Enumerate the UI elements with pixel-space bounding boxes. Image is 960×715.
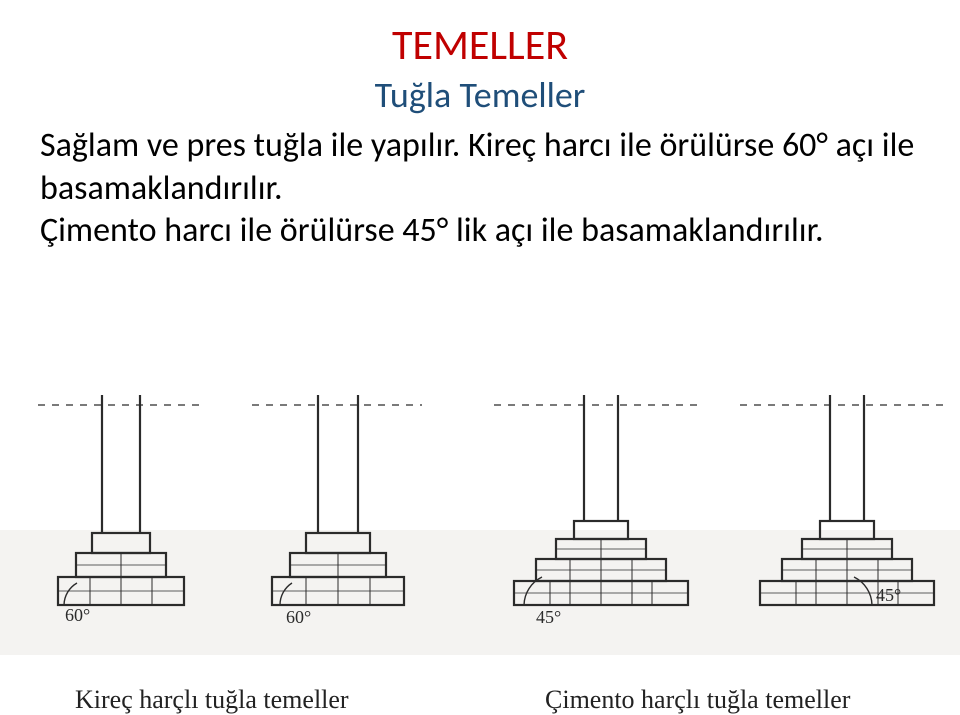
page-subtitle: Tuğla Temeller xyxy=(40,73,920,117)
angle-label-l1: 60° xyxy=(65,605,90,625)
figure-area: 60° 60° xyxy=(0,365,960,695)
body-paragraph-2: Çimento harcı ile örülürse 45° lik açı i… xyxy=(40,210,920,253)
caption-left: Kireç harçlı tuğla temeller xyxy=(75,685,349,715)
page-title: TEMELLER xyxy=(40,20,920,71)
angle-label-r1: 45° xyxy=(536,607,561,627)
foundations-diagram: 60° 60° xyxy=(0,365,960,655)
caption-right: Çimento harçlı tuğla temeller xyxy=(545,685,850,715)
body-paragraph-1: Sağlam ve pres tuğla ile yapılır. Kireç … xyxy=(40,125,920,210)
angle-label-r2: 45° xyxy=(876,585,901,605)
angle-label-l2: 60° xyxy=(286,607,311,627)
